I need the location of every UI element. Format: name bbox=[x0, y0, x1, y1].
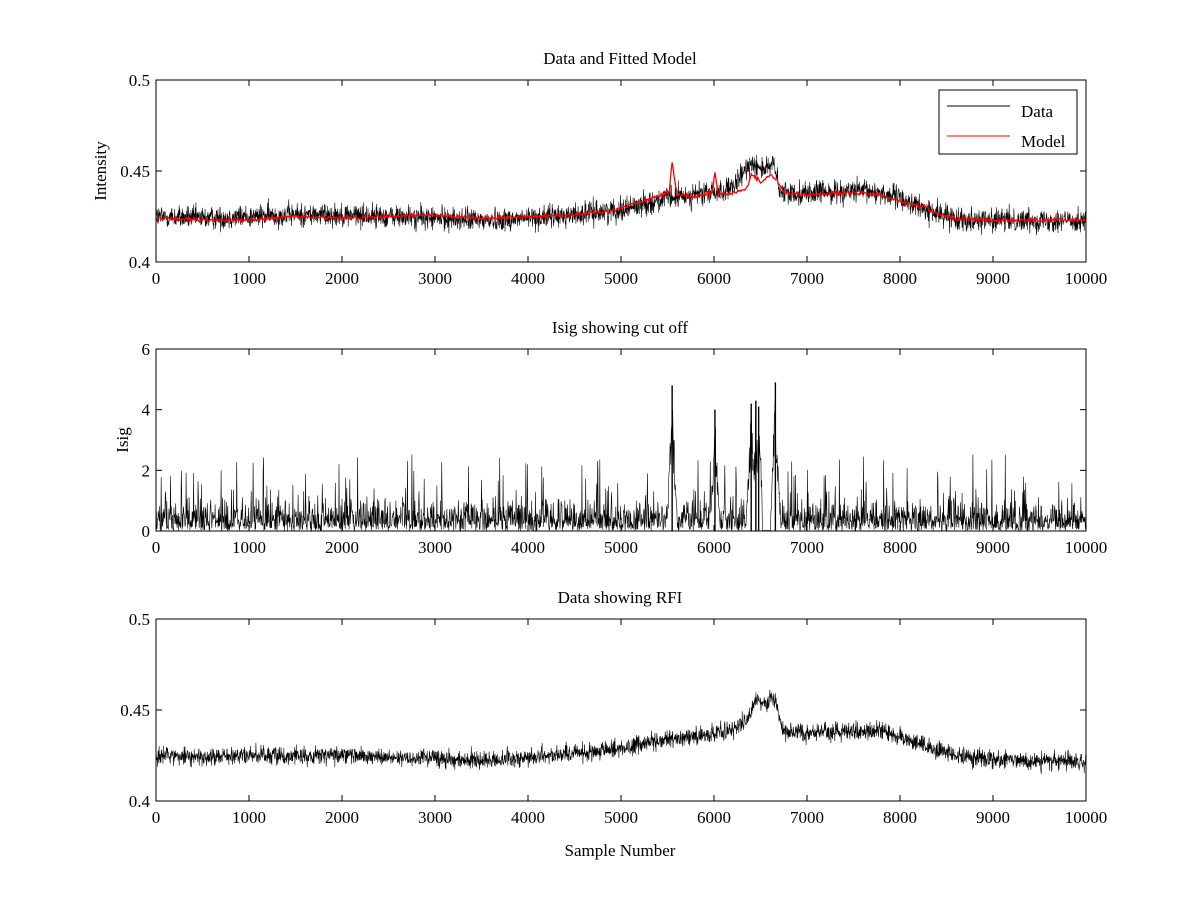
panel-1-title: Data and Fitted Model bbox=[543, 49, 697, 68]
panel-3-frame bbox=[155, 618, 1087, 802]
y-tick-label: 4 bbox=[142, 401, 151, 420]
x-tick-label: 9000 bbox=[976, 269, 1010, 288]
x-tick-label: 4000 bbox=[511, 269, 545, 288]
x-tick-label: 5000 bbox=[604, 808, 638, 827]
x-tick-label: 3000 bbox=[418, 538, 452, 557]
x-tick-label: 0 bbox=[152, 538, 161, 557]
panel-2-ticks: 0 1000 2000 3000 4000 5000 6000 7000 8000 9000 100… bbox=[142, 340, 1108, 557]
x-tick-label: 2000 bbox=[325, 808, 359, 827]
panel-data-and-model: Data and Fitted Model Intensity 0 1000 200… bbox=[91, 49, 1107, 288]
panel-1-frame bbox=[155, 79, 1087, 263]
isig-series-line bbox=[155, 400, 1087, 532]
x-tick-label: 6000 bbox=[697, 269, 731, 288]
panel-1-lines bbox=[155, 154, 1087, 236]
x-tick-label: 7000 bbox=[790, 538, 824, 557]
x-tick-label: 8000 bbox=[883, 269, 917, 288]
legend: Data Model bbox=[938, 89, 1078, 155]
x-tick-label: 0 bbox=[152, 269, 161, 288]
y-tick-label: 0.5 bbox=[129, 71, 150, 90]
x-tick-label: 4000 bbox=[511, 808, 545, 827]
panel-3-xlabel: Sample Number bbox=[565, 841, 676, 860]
y-tick-label: 6 bbox=[142, 340, 151, 359]
legend-model-label: Model bbox=[1021, 132, 1066, 151]
data-series-line bbox=[155, 154, 1087, 236]
x-tick-label: 7000 bbox=[790, 269, 824, 288]
panel-2-ylabel: Isig bbox=[113, 427, 132, 453]
y-tick-label: 0.4 bbox=[129, 792, 151, 811]
x-tick-label: 10000 bbox=[1065, 269, 1108, 288]
x-tick-label: 5000 bbox=[604, 269, 638, 288]
panel-2-lines bbox=[155, 382, 1087, 532]
x-tick-label: 1000 bbox=[232, 808, 266, 827]
panel-data-rfi: Data showing RFI 0 1000 2000 3000 4000 5000 60… bbox=[120, 588, 1107, 860]
y-tick-label: 0 bbox=[142, 522, 151, 541]
y-tick-label: 0.45 bbox=[120, 162, 150, 181]
x-tick-label: 3000 bbox=[418, 269, 452, 288]
panel-1-ylabel: Intensity bbox=[91, 141, 110, 201]
x-tick-label: 6000 bbox=[697, 808, 731, 827]
x-tick-label: 10000 bbox=[1065, 808, 1108, 827]
x-tick-label: 2000 bbox=[325, 538, 359, 557]
x-tick-label: 9000 bbox=[976, 808, 1010, 827]
x-tick-label: 9000 bbox=[976, 538, 1010, 557]
x-tick-label: 0 bbox=[152, 808, 161, 827]
y-tick-label: 0.45 bbox=[120, 701, 150, 720]
x-tick-label: 4000 bbox=[511, 538, 545, 557]
x-tick-label: 8000 bbox=[883, 538, 917, 557]
panel-2-frame bbox=[155, 348, 1087, 532]
panel-1-ticks: 0 1000 2000 3000 4000 5000 6000 7000 8000 9000 100… bbox=[120, 71, 1107, 288]
y-tick-label: 0.5 bbox=[129, 610, 150, 629]
x-tick-label: 7000 bbox=[790, 808, 824, 827]
x-tick-label: 8000 bbox=[883, 808, 917, 827]
panel-3-lines bbox=[155, 689, 1087, 774]
panel-3-ticks: 0 1000 2000 3000 4000 5000 6000 7000 8000 9000 100… bbox=[120, 610, 1107, 827]
y-tick-label: 2 bbox=[142, 461, 151, 480]
y-tick-label: 0.4 bbox=[129, 253, 151, 272]
rfi-data-series-line bbox=[155, 689, 1087, 774]
panel-isig: Isig showing cut off Isig 0 1000 2000 3000 4… bbox=[113, 318, 1107, 557]
legend-box bbox=[938, 89, 1078, 155]
x-tick-label: 1000 bbox=[232, 269, 266, 288]
model-series-line bbox=[155, 162, 1087, 225]
x-tick-label: 10000 bbox=[1065, 538, 1108, 557]
x-tick-label: 5000 bbox=[604, 538, 638, 557]
x-tick-label: 2000 bbox=[325, 269, 359, 288]
panel-2-title: Isig showing cut off bbox=[552, 318, 688, 337]
legend-data-label: Data bbox=[1021, 102, 1054, 121]
panel-3-title: Data showing RFI bbox=[558, 588, 683, 607]
x-tick-label: 3000 bbox=[418, 808, 452, 827]
x-tick-label: 1000 bbox=[232, 538, 266, 557]
x-tick-label: 6000 bbox=[697, 538, 731, 557]
